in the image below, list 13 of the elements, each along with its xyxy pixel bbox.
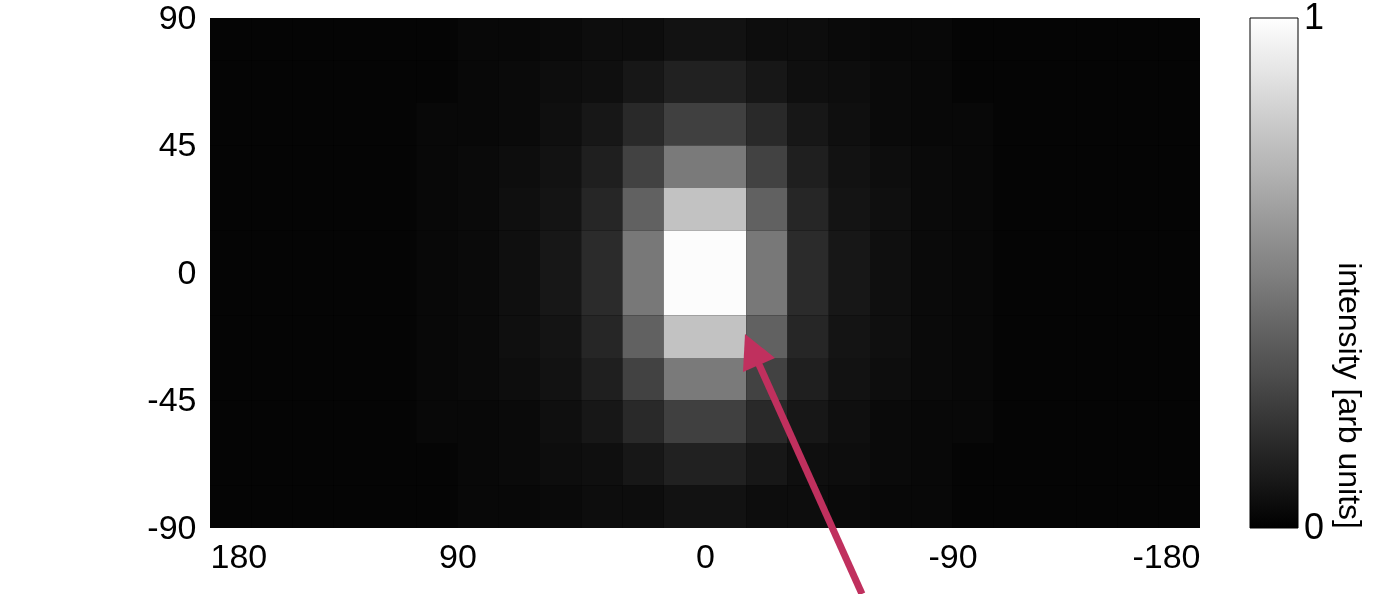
y-tick-label: -90 — [147, 507, 197, 546]
y-tick-label: -45 — [147, 380, 197, 418]
color-bar-label: 0 — [1304, 506, 1325, 547]
color-bar-label: 1 — [1304, 0, 1325, 37]
x-tick-label: 180 — [210, 536, 268, 575]
color-bar-title: intensity [arb units] — [1332, 262, 1368, 529]
x-tick-label: 0 — [696, 536, 715, 575]
y-tick-label: 45 — [158, 125, 197, 163]
y-tick-label: 0 — [177, 252, 197, 291]
x-tick-label: -90 — [928, 536, 978, 575]
x-tick-label: 90 — [439, 536, 477, 575]
y-tick-label: 90 — [158, 0, 197, 36]
x-tick-label: -180 — [1132, 536, 1201, 575]
